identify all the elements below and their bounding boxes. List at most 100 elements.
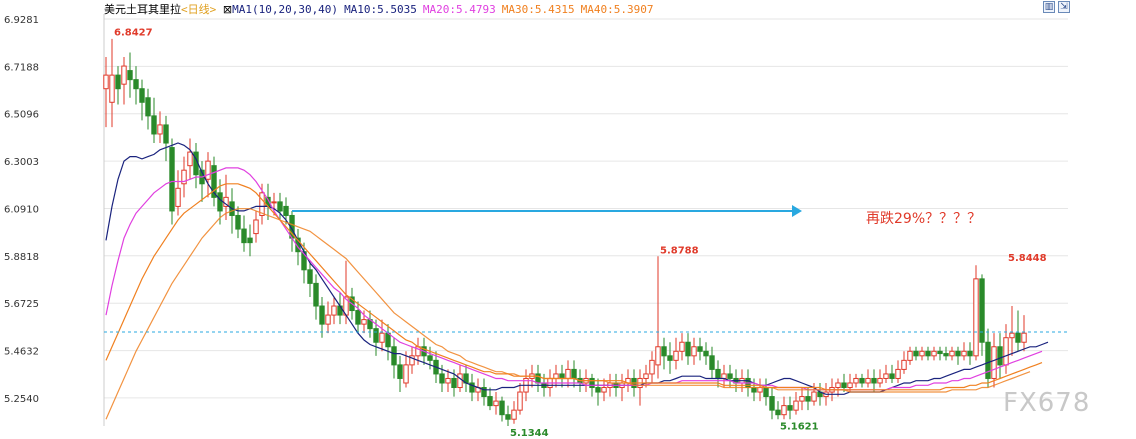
candle-body: [133, 79, 139, 90]
candle-body: [565, 368, 571, 379]
candle-body: [253, 219, 259, 235]
candle-body: [1003, 337, 1009, 366]
candle-body: [403, 364, 409, 384]
candle-body: [391, 346, 397, 366]
candle-body: [997, 346, 1003, 366]
candle-body: [211, 165, 217, 198]
y-tick-label: 6.0910: [4, 204, 39, 215]
chart-annotations: 6.8427 5.8788 5.8448 5.1344 5.1621: [104, 27, 1068, 439]
candle-body: [781, 405, 787, 416]
candle-body: [709, 355, 715, 370]
candle-body: [853, 377, 859, 384]
candle-body: [247, 237, 253, 244]
candle-body: [505, 414, 511, 420]
y-tick-label: 6.5096: [4, 110, 39, 121]
candle-body: [493, 400, 499, 407]
candle-body: [451, 377, 457, 389]
candle-body: [517, 391, 523, 411]
ma20-value: MA20:5.4793: [422, 3, 496, 16]
annotation-text: 再跌29%？？？？: [866, 211, 982, 227]
ma-toggle-icon[interactable]: ⊠: [222, 3, 233, 16]
candle-body: [427, 355, 433, 361]
candle-body: [937, 350, 943, 355]
chart-layout-icon[interactable]: ▥: [1043, 1, 1055, 13]
expand-icon[interactable]: ⇲: [1058, 1, 1070, 13]
candle-body: [553, 373, 559, 379]
candle-body: [481, 387, 487, 398]
candle-body: [217, 192, 223, 212]
low-value-label: 5.1344: [510, 428, 549, 439]
candle-body: [127, 70, 133, 81]
high-value-label: 5.8448: [1008, 253, 1047, 264]
candle-body: [487, 396, 493, 407]
y-axis-labels: 6.9281 6.7188 6.5096 6.3003 6.0910 5.8818 5.67…: [4, 15, 39, 405]
candle-body: [715, 368, 721, 379]
candle-body: [985, 341, 991, 379]
y-tick-label: 5.2540: [4, 394, 39, 405]
candle-body: [643, 373, 649, 379]
candle-body: [241, 228, 247, 244]
candle-body: [181, 169, 187, 185]
candle-body: [373, 328, 379, 343]
candle-body: [355, 310, 361, 325]
candle-body: [601, 387, 607, 393]
candle-body: [277, 201, 283, 212]
candle-body: [157, 124, 163, 135]
candle-body: [961, 350, 967, 357]
candle-body: [559, 373, 565, 379]
candle-body: [325, 314, 331, 325]
candle-body: [103, 74, 109, 90]
candle-body: [877, 377, 883, 384]
candle-body: [811, 391, 817, 402]
candle-body: [313, 282, 319, 307]
candle-body: [205, 160, 211, 180]
candle-body: [763, 387, 769, 398]
candle-body: [139, 88, 145, 103]
chart-legend: 美元土耳其里拉<日线> ⊠MA1(10,20,30,40) MA10:5.5035…: [104, 1, 660, 17]
candle-body: [757, 387, 763, 393]
candle-body: [727, 373, 733, 379]
candle-body: [115, 74, 121, 90]
candle-body: [673, 350, 679, 361]
candle-body: [703, 350, 709, 357]
candle-body: [721, 373, 727, 379]
candle-body: [667, 355, 673, 361]
candle-body: [151, 115, 157, 135]
candle-body: [169, 147, 175, 212]
low-value-label: 5.1621: [780, 422, 819, 433]
candle-body: [883, 373, 889, 379]
candle-body: [697, 346, 703, 352]
candle-body: [805, 396, 811, 402]
candle-body: [145, 97, 151, 117]
y-tick-label: 6.3003: [4, 157, 39, 168]
candle-body: [235, 214, 241, 230]
candle-body: [949, 350, 955, 357]
y-tick-label: 5.4632: [4, 347, 39, 358]
candle-body: [499, 400, 505, 416]
candle-body: [787, 405, 793, 411]
candle-body: [283, 205, 289, 216]
candle-series: [103, 38, 1027, 426]
ma-params: MA1(10,20,30,40): [232, 3, 339, 16]
candle-body: [955, 350, 961, 357]
candle-body: [187, 151, 193, 167]
candle-body: [271, 201, 277, 204]
candle-body: [379, 332, 385, 343]
high-value-label: 5.8788: [660, 245, 699, 256]
candle-body: [793, 400, 799, 411]
moving-average-lines: [105, 142, 1049, 420]
candle-body: [361, 319, 367, 325]
ma40-value: MA40:5.3907: [580, 3, 654, 16]
candle-body: [1009, 332, 1015, 339]
candle-body: [931, 350, 937, 357]
candle-body: [109, 74, 115, 103]
candle-body: [589, 377, 595, 389]
candle-body: [259, 192, 265, 216]
y-tick-label: 5.6725: [4, 299, 39, 310]
candle-body: [799, 396, 805, 402]
candle-body: [307, 269, 313, 284]
period-selector[interactable]: <日线>: [181, 3, 217, 16]
candle-body: [331, 305, 337, 316]
watermark: FX678: [1003, 388, 1091, 418]
candle-body: [679, 341, 685, 352]
